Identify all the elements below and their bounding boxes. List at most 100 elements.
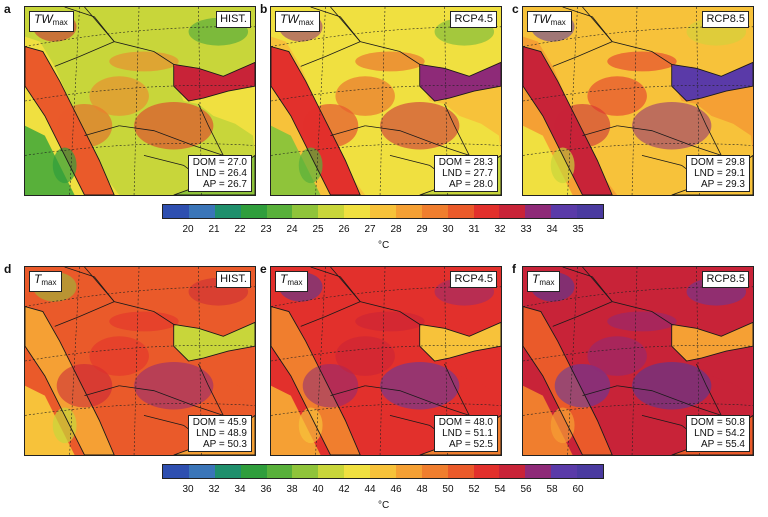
coastline	[25, 46, 115, 195]
map-panel-b: TWmax RCP4.5 DOM = 28.3 LND = 27.7 AP = …	[270, 6, 502, 196]
map-b	[271, 7, 501, 195]
colorbar-t-swatch	[499, 465, 526, 478]
stat-ap: AP = 55.4	[700, 439, 745, 450]
panel-a-letter: a	[4, 2, 11, 16]
colorbar-t-unit: °C	[378, 500, 390, 511]
colorbar-t-tick-label: 54	[494, 484, 506, 495]
variable-label: Tmax	[527, 271, 561, 292]
temperature-patch	[335, 336, 395, 376]
colorbar-tw-tick-label: 28	[390, 224, 402, 235]
country-border	[84, 385, 120, 397]
temperature-patch	[380, 101, 460, 150]
stat-lnd: LND = 26.4	[196, 168, 247, 179]
graticule-line	[523, 85, 753, 102]
colorbar-t-tick-label: 50	[442, 484, 454, 495]
stats-box: DOM = 27.0 LND = 26.4 AP = 26.7	[187, 155, 252, 192]
scenario-label: HIST.	[216, 271, 251, 288]
colorbar-tw-tick-label: 31	[468, 224, 480, 235]
country-border	[310, 267, 361, 302]
scenario-label: RCP4.5	[450, 271, 497, 288]
graticule-line	[523, 143, 753, 156]
colorbar-tw-tick-label: 27	[364, 224, 376, 235]
colorbar-t-swatch	[163, 465, 189, 478]
graticule-line	[271, 345, 501, 362]
colorbar-t-swatch	[473, 465, 500, 478]
colorbar-t-tick-label: 48	[416, 484, 428, 495]
temperature-patch	[56, 363, 113, 408]
temperature-patch	[355, 311, 425, 332]
colorbar-t-tick-label: 38	[286, 484, 298, 495]
stats-box: DOM = 29.8 LND = 29.1 AP = 29.3	[685, 155, 750, 192]
colorbar-tw-swatch	[447, 205, 474, 218]
stats-box: DOM = 50.8 LND = 54.2 AP = 55.4	[685, 415, 750, 452]
stat-dom: DOM = 45.9	[192, 417, 247, 428]
country-border	[84, 267, 174, 325]
colorbar-t-swatch	[577, 465, 603, 478]
coastline	[671, 321, 753, 362]
stat-dom: DOM = 27.0	[192, 157, 247, 168]
colorbar-tw-tick-label: 22	[234, 224, 246, 235]
temperature-patch	[587, 336, 647, 376]
variable-label: Tmax	[275, 271, 309, 292]
colorbar-tw-tick-label: 26	[338, 224, 350, 235]
highland-patch	[298, 147, 323, 184]
colorbar-tw-tick-label: 23	[260, 224, 272, 235]
map-panel-c: TWmax RCP8.5 DOM = 29.8 LND = 29.1 AP = …	[522, 6, 754, 196]
colorbar-t-tick-label: 58	[546, 484, 558, 495]
coastline	[271, 46, 361, 195]
temperature-patch	[302, 363, 359, 408]
colorbar-tw-swatch	[421, 205, 448, 218]
country-border	[330, 267, 420, 325]
colorbar-t-swatch	[525, 465, 552, 478]
country-border	[365, 385, 470, 416]
temperature-patch	[355, 51, 425, 72]
colorbar-t-swatch	[421, 465, 448, 478]
map-panel-d: Tmax HIST. DOM = 45.9 LND = 48.9 AP = 50…	[24, 266, 256, 456]
graticule-line	[523, 345, 753, 362]
graticule-line	[271, 85, 501, 102]
country-border	[119, 125, 224, 156]
variable-label: Tmax	[29, 271, 63, 292]
country-border	[696, 103, 722, 156]
colorbar-tw-swatch	[163, 205, 189, 218]
country-border	[330, 125, 366, 137]
stat-dom: DOM = 48.0	[438, 417, 493, 428]
variable-label: TWmax	[29, 11, 74, 32]
stats-box: DOM = 28.3 LND = 27.7 AP = 28.0	[433, 155, 498, 192]
colorbar-tw-tick-label: 24	[286, 224, 298, 235]
temperature-patch	[134, 361, 214, 410]
country-border	[582, 125, 618, 137]
colorbar-t-swatch	[214, 465, 241, 478]
scenario-label: RCP8.5	[702, 11, 749, 28]
panel-e-letter: e	[260, 262, 267, 276]
graticule-line	[25, 85, 255, 102]
colorbar-t-ticks: 30 32 34 36 38 40 42 44 46 48 50 52 54 56 58 60	[162, 484, 604, 498]
country-border	[552, 301, 613, 327]
variable-label: TWmax	[275, 11, 320, 32]
coastline	[173, 321, 255, 362]
country-border	[617, 385, 722, 416]
colorbar-t-swatch	[318, 465, 345, 478]
highland-patch	[550, 147, 575, 184]
stats-box: DOM = 48.0 LND = 51.1 AP = 52.5	[433, 415, 498, 452]
temperature-patch	[380, 361, 460, 410]
map-panel-f: Tmax RCP8.5 DOM = 50.8 LND = 54.2 AP = 5…	[522, 266, 754, 456]
colorbar-tw-swatch	[370, 205, 396, 218]
country-border	[444, 103, 470, 156]
colorbar-tw-swatch	[344, 205, 370, 218]
country-border	[582, 267, 672, 325]
colorbar-t-tick-label: 34	[234, 484, 246, 495]
country-border	[330, 7, 420, 65]
colorbar-tw-swatch	[473, 205, 500, 218]
stat-ap: AP = 26.7	[202, 179, 247, 190]
stat-dom: DOM = 29.8	[690, 157, 745, 168]
country-border	[198, 363, 224, 416]
panel-f-letter: f	[512, 262, 516, 276]
coastline	[173, 61, 255, 102]
temperature-patch	[109, 51, 179, 72]
colorbar-tw-tick-label: 34	[546, 224, 558, 235]
temperature-patch	[554, 363, 611, 408]
graticule-line	[271, 143, 501, 156]
temperature-patch	[89, 336, 149, 376]
colorbar-t-tick-label: 46	[390, 484, 402, 495]
